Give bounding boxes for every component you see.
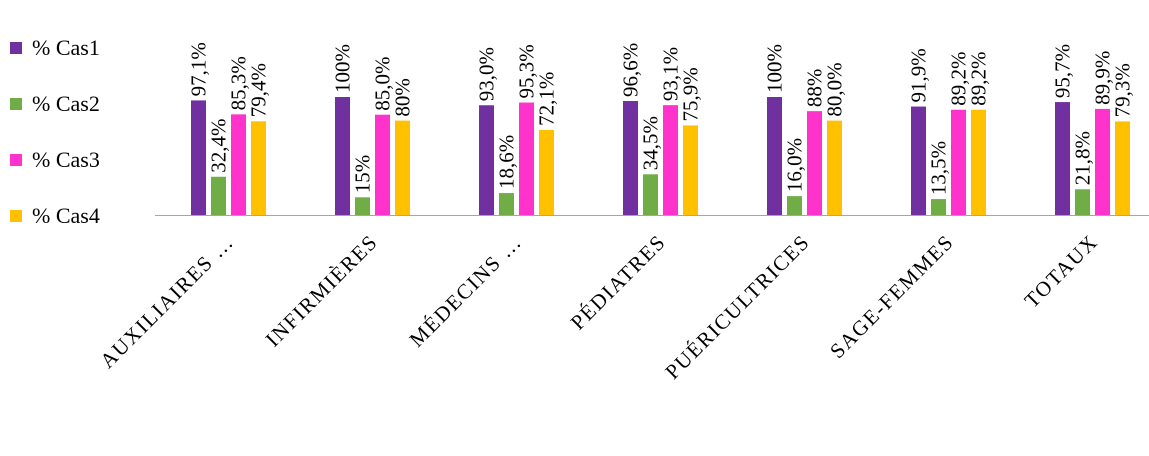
legend-label-cas3: % Cas3: [32, 147, 100, 172]
data-label-cas1-0: 97,1%: [187, 42, 211, 96]
bar-cas3-0: [231, 114, 246, 215]
bar-cas4-0: [251, 121, 266, 215]
bar-cas2-2: [499, 193, 514, 215]
data-label-cas1-1: 100%: [331, 44, 355, 93]
bar-cas4-5: [971, 109, 986, 215]
data-label-cas3-1: 85,0%: [371, 56, 395, 110]
data-label-cas3-4: 88%: [803, 69, 827, 108]
bar-cas1-3: [623, 101, 638, 215]
bar-cas2-5: [931, 199, 946, 215]
bar-cas3-6: [1095, 108, 1110, 215]
bar-cas3-5: [951, 109, 966, 215]
bar-cas2-4: [787, 196, 802, 215]
legend-label-cas1: % Cas1: [32, 35, 100, 60]
data-label-cas3-5: 89,2%: [947, 51, 971, 105]
data-label-cas2-5: 13,5%: [927, 141, 951, 195]
data-label-cas2-4: 16,0%: [783, 138, 807, 192]
data-label-cas3-2: 95,3%: [515, 44, 539, 98]
category-label-3: PÉDIATRES: [566, 230, 671, 335]
bar-cas2-0: [211, 176, 226, 215]
bar-cas3-2: [519, 102, 534, 215]
data-label-cas1-6: 95,7%: [1051, 44, 1075, 98]
data-label-cas2-2: 18,6%: [495, 135, 519, 189]
legend-swatch-cas4: [10, 210, 22, 222]
category-label-1: INFIRMIÈRES: [261, 230, 383, 352]
data-label-cas2-3: 34,5%: [639, 116, 663, 170]
bar-cas1-1: [335, 97, 350, 215]
data-label-cas2-6: 21,8%: [1071, 131, 1095, 185]
data-label-cas2-0: 32,4%: [207, 119, 231, 173]
bar-cas1-4: [767, 97, 782, 215]
category-label-5: SAGE-FEMMES: [825, 230, 958, 363]
data-label-cas4-2: 72,1%: [535, 72, 559, 126]
bar-cas4-2: [539, 129, 554, 215]
data-label-cas1-2: 93,0%: [475, 47, 499, 101]
bar-cas3-4: [807, 111, 822, 215]
bar-cas4-3: [683, 125, 698, 215]
data-label-cas2-1: 15%: [351, 155, 375, 194]
bar-cas1-0: [191, 100, 206, 215]
legend-swatch-cas2: [10, 98, 22, 110]
data-label-cas3-3: 93,1%: [659, 47, 683, 101]
category-label-4: PUÉRICULTRICES: [660, 230, 814, 384]
category-label-6: TOTAUX: [1020, 230, 1103, 313]
bar-cas3-3: [663, 105, 678, 215]
legend-swatch-cas1: [10, 42, 22, 54]
bar-cas1-6: [1055, 102, 1070, 215]
legend-label-cas4: % Cas4: [32, 203, 100, 228]
category-label-2: MÉDECINS …: [404, 230, 526, 352]
bar-cas1-5: [911, 106, 926, 215]
bars-layer: [191, 97, 1130, 215]
data-label-cas3-6: 89,9%: [1091, 51, 1115, 105]
data-label-cas3-0: 85,3%: [227, 56, 251, 110]
bar-cas2-6: [1075, 189, 1090, 215]
data-label-cas1-4: 100%: [763, 44, 787, 93]
data-label-cas4-5: 89,2%: [967, 51, 991, 105]
data-label-cas1-5: 91,9%: [907, 48, 931, 102]
data-label-cas4-4: 80,0%: [823, 62, 847, 116]
bar-cas4-6: [1115, 121, 1130, 215]
data-label-cas4-3: 75,9%: [679, 67, 703, 121]
category-label-0: AUXILIAIRES …: [95, 230, 238, 373]
data-label-cas4-1: 80%: [391, 78, 415, 117]
legend-swatch-cas3: [10, 154, 22, 166]
legend-label-cas2: % Cas2: [32, 91, 100, 116]
bar-cas3-1: [375, 114, 390, 215]
bar-cas2-1: [355, 197, 370, 215]
bar-cas4-4: [827, 120, 842, 215]
data-label-cas4-6: 79,3%: [1111, 63, 1135, 117]
category-labels-layer: AUXILIAIRES … INFIRMIÈRES MÉDECINS … PÉDIAT…: [95, 230, 1102, 384]
bar-cas1-2: [479, 105, 494, 215]
value-labels-layer: 97,1% 32,4% 85,3%79,4% 100% 15% 85,0%80% 93,0%…: [187, 42, 1135, 195]
bar-cas4-1: [395, 120, 410, 215]
bar-cas2-3: [643, 174, 658, 215]
data-label-cas4-0: 79,4%: [247, 63, 271, 117]
data-label-cas1-3: 96,6%: [619, 43, 643, 97]
